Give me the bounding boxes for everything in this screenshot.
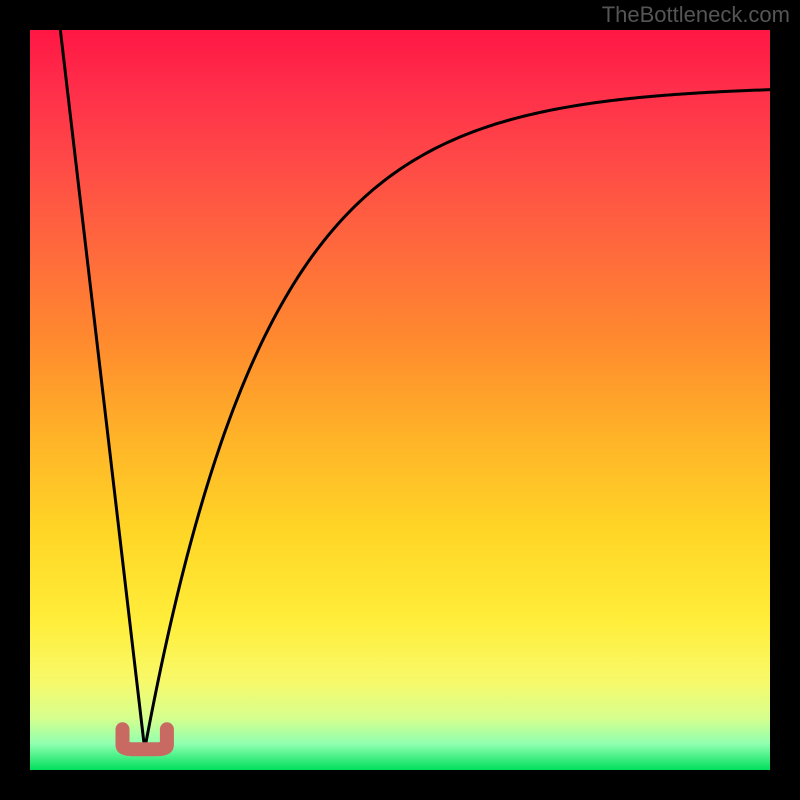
chart-container: TheBottleneck.com [0,0,800,800]
watermark-text: TheBottleneck.com [602,2,790,28]
chart-background [30,30,770,770]
plot-area [30,30,770,770]
chart-svg [30,30,770,770]
